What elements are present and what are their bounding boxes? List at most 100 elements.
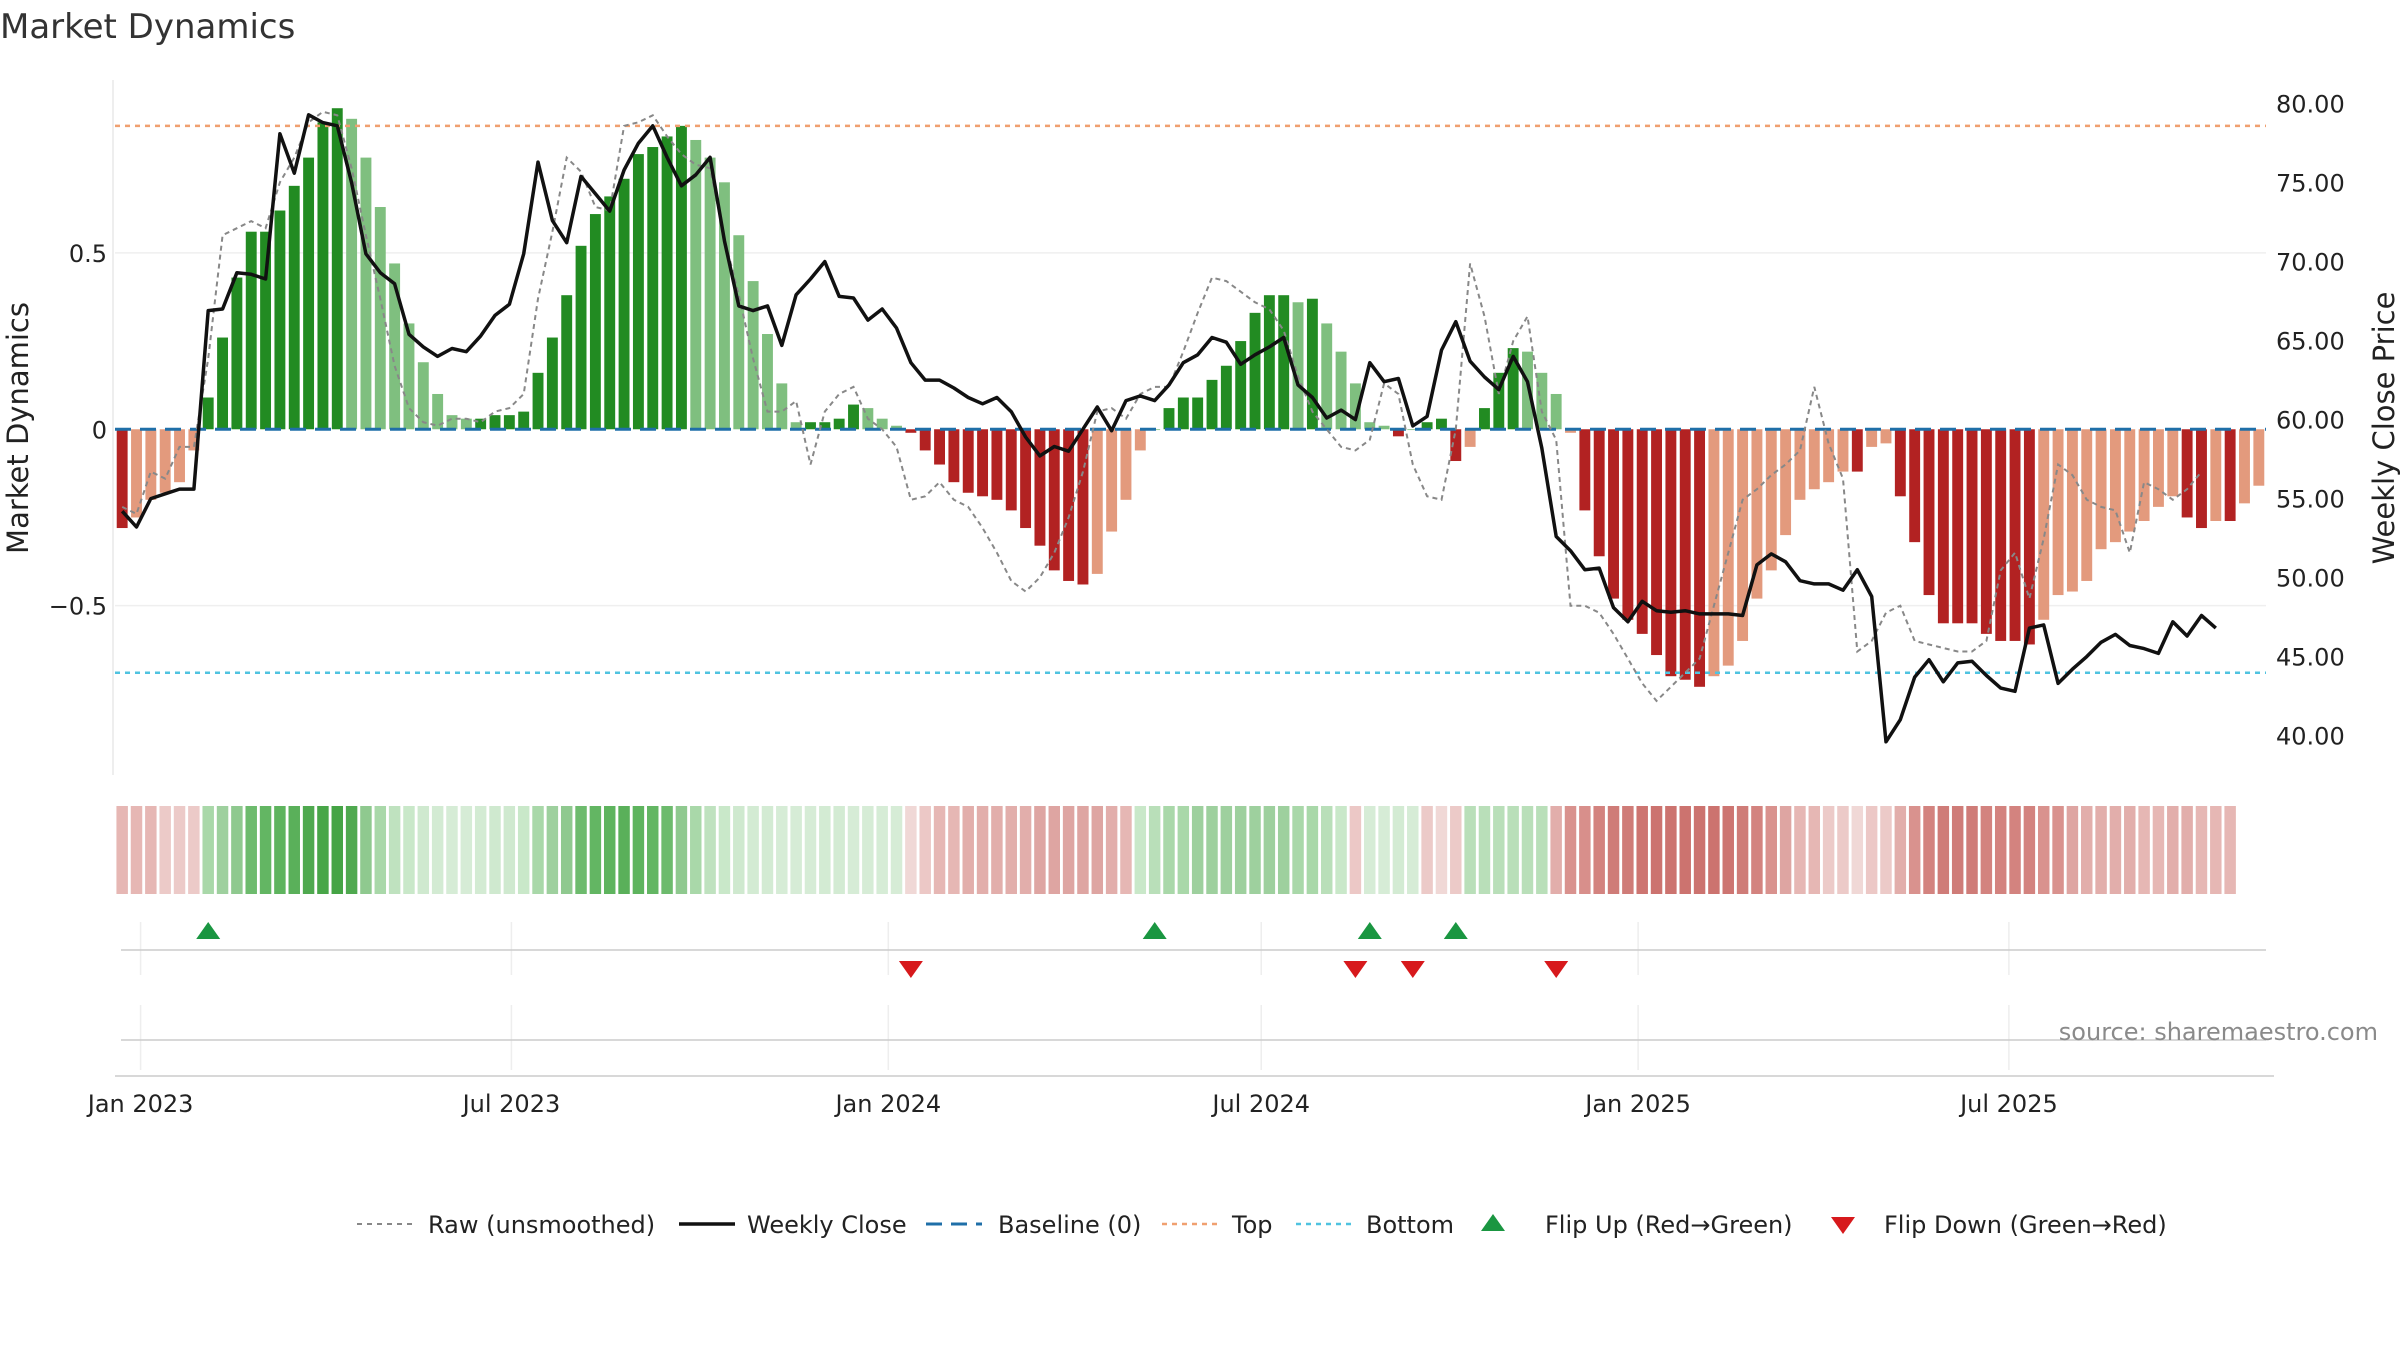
regime-strip-cell <box>632 806 645 894</box>
regime-strip-cell <box>718 806 731 894</box>
regime-strip-cell <box>862 806 874 894</box>
regime-strip-cell <box>1550 806 1562 894</box>
regime-strip-cell <box>1665 806 1677 894</box>
dynamics-bar <box>1192 397 1204 430</box>
regime-strip-cell <box>2124 806 2136 894</box>
regime-strip-cell <box>2037 806 2050 894</box>
dynamics-bar <box>245 231 257 430</box>
regime-strip-cell <box>1894 806 1907 894</box>
regime-strip-cell <box>546 806 559 894</box>
regime-strip-cell <box>2009 806 2021 894</box>
regime-strip-cell <box>474 806 487 894</box>
regime-strip-cell <box>1679 806 1691 894</box>
regime-strip-cell <box>776 806 788 894</box>
dynamics-bar <box>561 295 573 430</box>
flip-up-marker <box>196 922 221 939</box>
dynamics-bar <box>1722 429 1734 666</box>
regime-strip-cell <box>1392 806 1405 894</box>
regime-strip-cell <box>1923 806 1935 894</box>
regime-strip-cell <box>690 806 702 894</box>
regime-strip-cell <box>116 806 128 894</box>
flip-up-marker <box>1443 922 1468 939</box>
regime-strip-cell <box>1765 806 1777 894</box>
dynamics-bar <box>2095 429 2107 550</box>
regime-strip-cell <box>1865 806 1878 894</box>
dynamics-bar <box>1048 429 1060 571</box>
dynamics-bar <box>934 429 945 465</box>
regime-strip-cell <box>1564 806 1577 894</box>
regime-strip-cell <box>1607 806 1620 894</box>
regime-strip-cell <box>1507 806 1519 894</box>
dynamics-bar <box>2038 429 2050 620</box>
dynamics-bar <box>819 422 831 430</box>
dynamics-bar <box>919 429 931 451</box>
dynamics-bar <box>1134 429 1146 451</box>
dynamics-bar <box>905 429 917 433</box>
regime-strip-cell <box>1249 806 1261 894</box>
dynamics-bar <box>518 411 530 430</box>
regime-strip-cell <box>388 806 401 894</box>
regime-strip-cell <box>1206 806 1218 894</box>
dynamics-bar <box>1450 429 1462 462</box>
dynamics-bar <box>575 245 587 430</box>
regime-strip-cell <box>919 806 931 894</box>
dynamics-bar <box>2009 429 2021 641</box>
dynamics-bar <box>690 139 702 430</box>
regime-strip-cell <box>1593 806 1605 894</box>
regime-strip-cell <box>2095 806 2107 894</box>
regime-strip-cell <box>317 806 329 894</box>
regime-strip-cell <box>1435 806 1448 894</box>
regime-strip-cell <box>1493 806 1505 894</box>
regime-strip-cell <box>417 806 430 894</box>
dynamics-bar <box>2052 429 2064 596</box>
dynamics-bar <box>403 323 415 430</box>
regime-strip-cell <box>890 806 903 894</box>
regime-strip-cell <box>1450 806 1462 894</box>
right-tick-label: 65.00 <box>2276 328 2345 356</box>
dynamics-bar <box>2196 429 2207 529</box>
regime-strip-cell <box>2152 806 2165 894</box>
dynamics-bar <box>532 372 544 430</box>
legend-flip-down-swatch <box>1831 1217 1855 1234</box>
regime-strip-cell <box>819 806 831 894</box>
left-axis-label: Market Dynamics <box>1 302 35 554</box>
regime-strip-cell <box>503 806 516 894</box>
dynamics-bar <box>1392 429 1404 437</box>
regime-strip-cell <box>804 806 817 894</box>
regime-strip-cell <box>1908 806 1921 894</box>
right-tick-label: 45.00 <box>2276 644 2345 672</box>
dynamics-bar <box>231 277 243 430</box>
dynamics-bar <box>2239 429 2250 504</box>
regime-strip-cell <box>833 806 845 894</box>
regime-strip-cell <box>288 806 300 894</box>
dynamics-bar <box>331 108 343 430</box>
regime-strip-cell <box>2081 806 2093 894</box>
reference-lines <box>115 124 2266 674</box>
regime-strip-cell <box>589 806 602 894</box>
dynamics-bar <box>1493 372 1505 430</box>
regime-strip-cell <box>1951 806 1964 894</box>
regime-strip-cell <box>446 806 458 894</box>
dynamics-bar <box>661 136 673 430</box>
regime-strip-cell <box>1693 806 1706 894</box>
dynamics-bar <box>2153 429 2164 507</box>
dynamics-bar <box>1479 408 1490 430</box>
regime-strip-cell <box>159 806 171 894</box>
regime-strip-cell <box>302 806 315 894</box>
dynamics-bar <box>991 429 1003 500</box>
dynamics-bar <box>274 210 286 430</box>
dynamics-bar <box>202 397 214 430</box>
dynamics-bar <box>288 185 300 430</box>
legend: Raw (unsmoothed) Weekly Close Baseline (… <box>357 1211 2167 1239</box>
dynamics-bar <box>876 418 888 430</box>
regime-strip-cell <box>1378 806 1390 894</box>
regime-strip-cell <box>259 806 272 894</box>
dynamics-bar <box>1349 383 1361 430</box>
dynamics-bar <box>1837 429 1849 472</box>
dynamics-bar <box>1120 429 1132 500</box>
dynamics-bar <box>589 214 601 430</box>
dynamics-bar <box>2181 429 2193 518</box>
regime-strip-cell <box>1536 806 1548 894</box>
regime-strip-cell <box>1851 806 1864 894</box>
